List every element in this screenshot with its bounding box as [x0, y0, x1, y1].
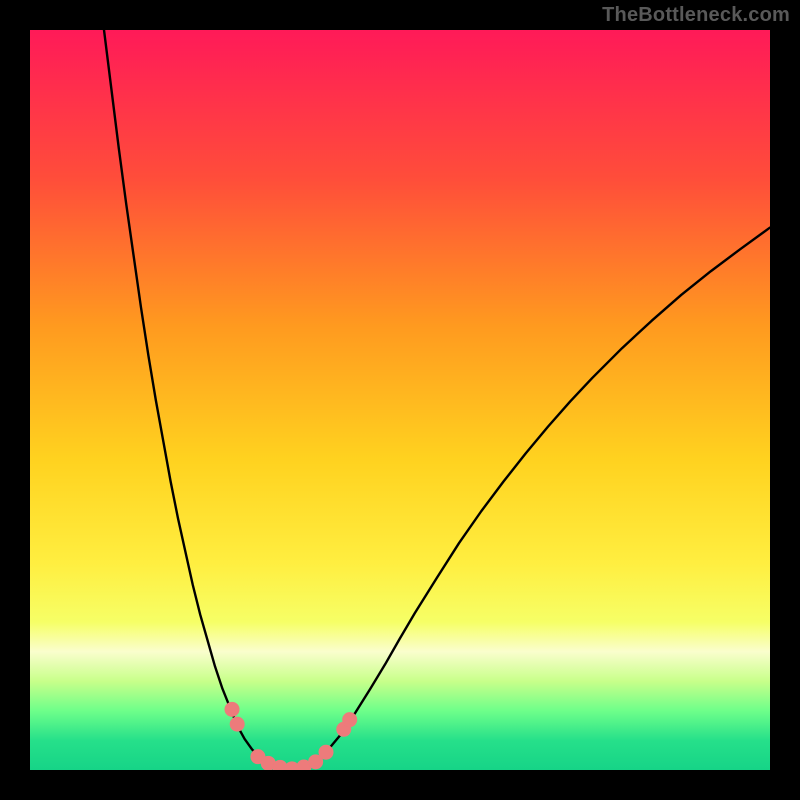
chart-frame: TheBottleneck.com	[0, 0, 800, 800]
plot-area	[30, 30, 770, 770]
data-marker	[342, 712, 357, 727]
data-marker	[225, 702, 240, 717]
watermark-text: TheBottleneck.com	[602, 4, 790, 27]
background-rect	[30, 30, 770, 770]
data-marker	[230, 717, 245, 732]
chart-svg	[30, 30, 770, 770]
data-marker	[319, 745, 334, 760]
